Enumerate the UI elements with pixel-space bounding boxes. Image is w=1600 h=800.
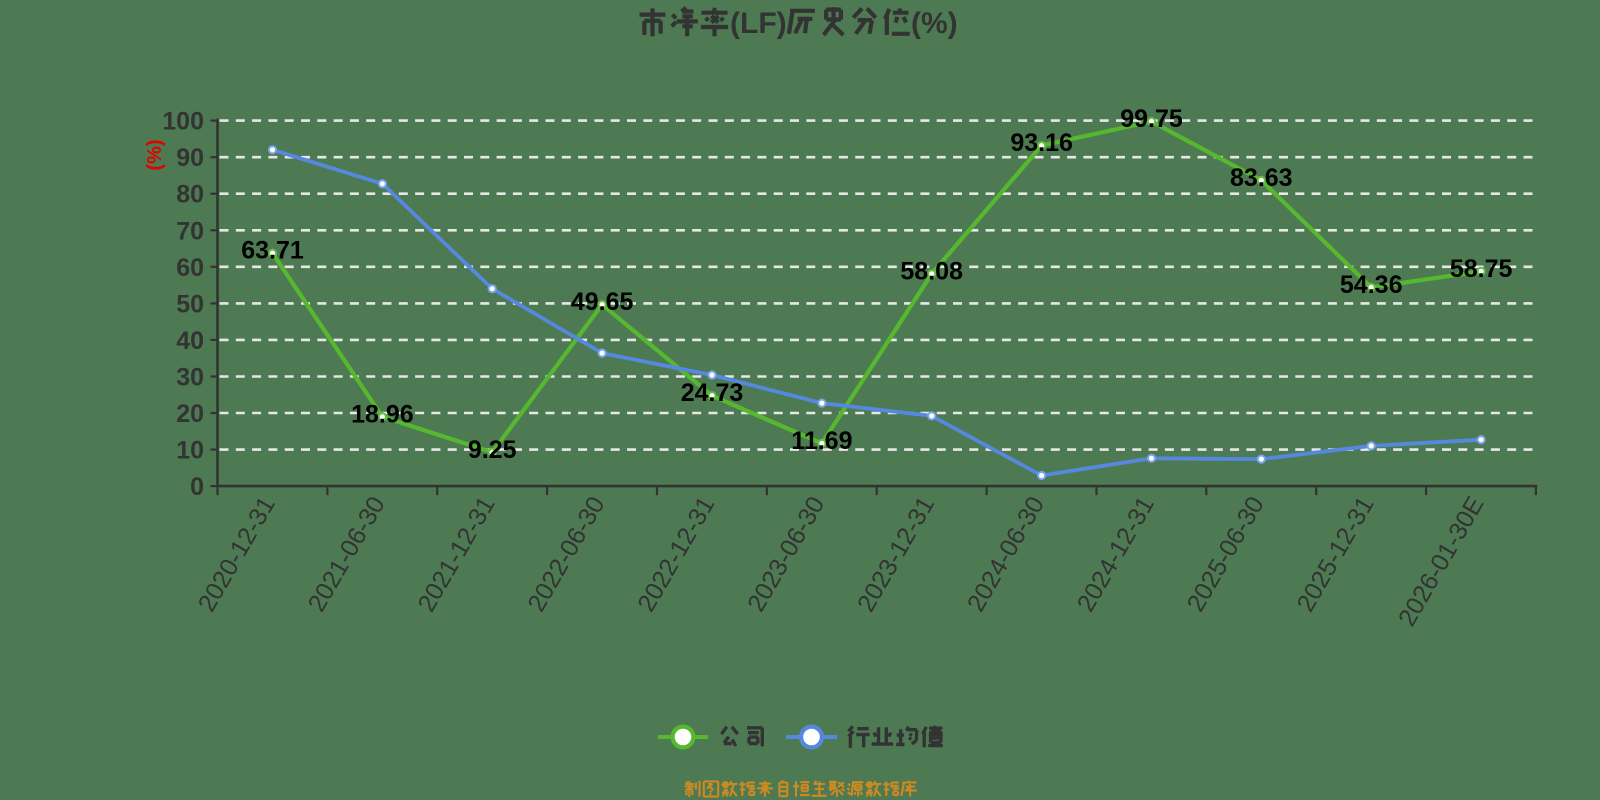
svg-text:54.36: 54.36 (1340, 271, 1403, 299)
svg-text:60: 60 (176, 254, 204, 282)
svg-text:93.16: 93.16 (1010, 129, 1073, 157)
svg-text:58.75: 58.75 (1450, 255, 1513, 283)
svg-text:83.63: 83.63 (1230, 164, 1293, 192)
svg-text:70: 70 (176, 217, 204, 245)
svg-text:11.69: 11.69 (791, 427, 852, 455)
svg-text:90: 90 (176, 144, 204, 172)
svg-text:58.08: 58.08 (900, 257, 963, 285)
svg-text:24.73: 24.73 (681, 379, 744, 407)
svg-text:49.65: 49.65 (571, 288, 634, 316)
svg-text:9.25: 9.25 (468, 436, 517, 464)
svg-text:0: 0 (190, 473, 204, 501)
svg-text:(%): (%) (911, 7, 958, 40)
svg-text:20: 20 (176, 400, 204, 428)
svg-text:30: 30 (176, 364, 204, 392)
svg-text:40: 40 (176, 327, 204, 355)
svg-text:10: 10 (176, 437, 204, 465)
svg-text:18.96: 18.96 (351, 400, 414, 428)
svg-text:99.75: 99.75 (1120, 105, 1183, 133)
svg-text:80: 80 (176, 181, 204, 209)
svg-text:100: 100 (162, 108, 204, 136)
svg-text:63.71: 63.71 (241, 237, 304, 265)
svg-text:50: 50 (176, 290, 204, 318)
svg-text:(LF): (LF) (730, 7, 787, 40)
svg-text:(%): (%) (144, 139, 166, 170)
